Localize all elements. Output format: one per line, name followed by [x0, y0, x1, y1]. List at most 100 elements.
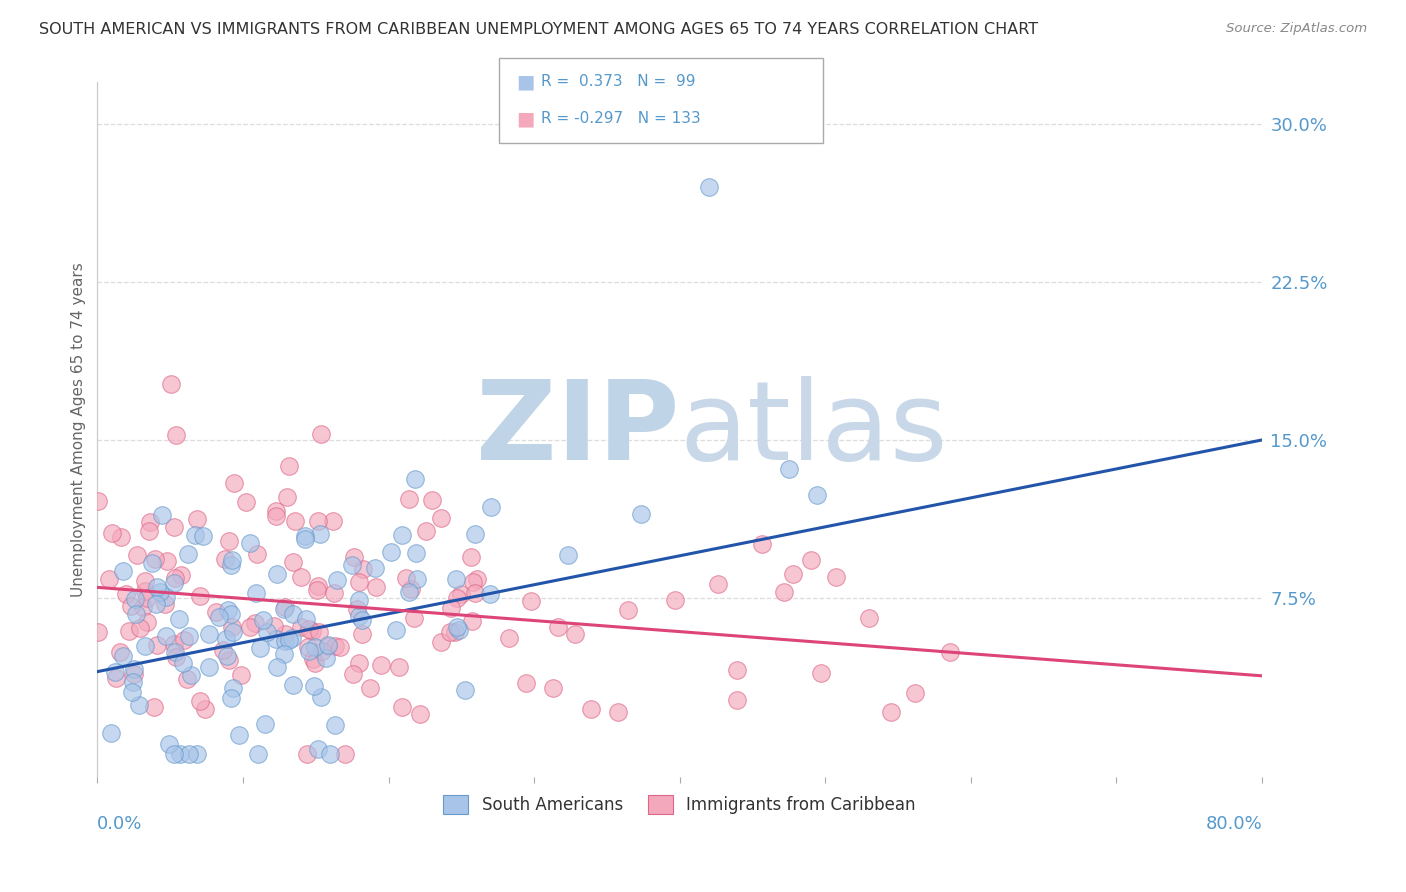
- Point: [180, 667, 202, 681]
- Point: [163, 571, 186, 585]
- Point: [100, 526, 122, 541]
- Point: [446, 591, 468, 606]
- Point: [340, 558, 363, 572]
- Point: [264, 508, 287, 523]
- Point: [307, 514, 329, 528]
- Point: [547, 620, 569, 634]
- Point: [155, 629, 177, 643]
- Point: [134, 584, 156, 599]
- Point: [149, 585, 172, 599]
- Point: [520, 593, 543, 607]
- Point: [125, 607, 148, 621]
- Point: [290, 620, 312, 634]
- Text: Source: ZipAtlas.com: Source: ZipAtlas.com: [1226, 22, 1367, 36]
- Point: [664, 593, 686, 607]
- Point: [467, 572, 489, 586]
- Point: [364, 560, 387, 574]
- Point: [104, 671, 127, 685]
- Point: [800, 553, 823, 567]
- Point: [221, 620, 243, 634]
- Point: [179, 629, 201, 643]
- Point: [110, 530, 132, 544]
- Point: [307, 741, 329, 756]
- Point: [515, 676, 537, 690]
- Point: [222, 681, 245, 695]
- Point: [273, 601, 295, 615]
- Point: [256, 625, 278, 640]
- Point: [165, 428, 187, 442]
- Point: [198, 627, 221, 641]
- Point: [904, 686, 927, 700]
- Point: [208, 610, 231, 624]
- Point: [283, 555, 305, 569]
- Point: [725, 664, 748, 678]
- Point: [295, 747, 318, 761]
- Text: atlas: atlas: [679, 376, 948, 483]
- Point: [315, 651, 337, 665]
- Point: [194, 702, 217, 716]
- Point: [295, 612, 318, 626]
- Point: [136, 615, 159, 630]
- Point: [274, 627, 297, 641]
- Point: [284, 514, 307, 528]
- Point: [342, 549, 364, 564]
- Point: [134, 639, 156, 653]
- Point: [364, 580, 387, 594]
- Point: [298, 644, 321, 658]
- Point: [302, 652, 325, 666]
- Point: [118, 624, 141, 638]
- Point: [398, 491, 420, 506]
- Point: [385, 623, 408, 637]
- Point: [464, 527, 486, 541]
- Point: [215, 632, 238, 646]
- Point: [188, 694, 211, 708]
- Point: [319, 747, 342, 761]
- Point: [316, 638, 339, 652]
- Point: [132, 600, 155, 615]
- Text: 80.0%: 80.0%: [1205, 815, 1263, 833]
- Point: [274, 634, 297, 648]
- Point: [444, 573, 467, 587]
- Point: [184, 527, 207, 541]
- Point: [163, 747, 186, 761]
- Point: [176, 672, 198, 686]
- Point: [163, 576, 186, 591]
- Point: [349, 657, 371, 671]
- Point: [430, 511, 453, 525]
- Point: [135, 591, 157, 606]
- Point: [153, 597, 176, 611]
- Point: [391, 700, 413, 714]
- Point: [283, 678, 305, 692]
- Point: [155, 590, 177, 604]
- Point: [309, 426, 332, 441]
- Point: [263, 619, 285, 633]
- Point: [239, 536, 262, 550]
- Text: 0.0%: 0.0%: [97, 815, 143, 833]
- Point: [607, 705, 630, 719]
- Point: [440, 600, 463, 615]
- Point: [405, 546, 427, 560]
- Point: [297, 640, 319, 655]
- Point: [280, 632, 302, 646]
- Point: [498, 631, 520, 645]
- Text: R = -0.297   N = 133: R = -0.297 N = 133: [541, 112, 702, 127]
- Point: [349, 574, 371, 589]
- Point: [253, 717, 276, 731]
- Point: [231, 667, 253, 681]
- Point: [217, 648, 239, 663]
- Point: [277, 633, 299, 648]
- Point: [224, 476, 246, 491]
- Point: [810, 666, 832, 681]
- Point: [266, 504, 288, 518]
- Point: [186, 512, 208, 526]
- Point: [214, 552, 236, 566]
- Point: [342, 667, 364, 681]
- Point: [163, 637, 186, 651]
- Point: [108, 645, 131, 659]
- Point: [307, 583, 329, 598]
- Point: [169, 747, 191, 761]
- Point: [228, 728, 250, 742]
- Point: [415, 524, 437, 539]
- Point: [380, 544, 402, 558]
- Point: [98, 572, 121, 586]
